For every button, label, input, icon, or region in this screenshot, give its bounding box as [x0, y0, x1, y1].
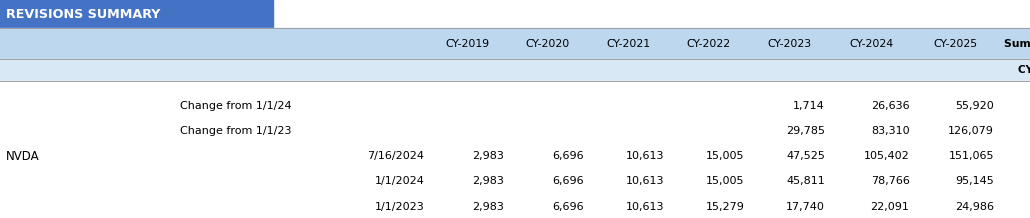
Text: CY-2021: CY-2021 — [607, 39, 650, 49]
Text: 95,145: 95,145 — [955, 177, 994, 186]
Text: 47,525: 47,525 — [786, 152, 825, 161]
Bar — [0, 28, 1030, 59]
Text: 2,983: 2,983 — [472, 152, 504, 161]
Bar — [0, 59, 1030, 81]
Text: 6,696: 6,696 — [552, 177, 584, 186]
Text: 2,983: 2,983 — [472, 177, 504, 186]
Text: 26,636: 26,636 — [870, 101, 909, 111]
Text: 29,785: 29,785 — [786, 126, 825, 136]
Text: 15,279: 15,279 — [706, 202, 745, 211]
Text: Change from 1/1/24: Change from 1/1/24 — [180, 101, 291, 111]
Text: CY-2020: CY-2020 — [526, 39, 570, 49]
Text: 24,986: 24,986 — [955, 202, 994, 211]
Text: 55,920: 55,920 — [955, 101, 994, 111]
Bar — [0, 0, 273, 28]
Text: 45,811: 45,811 — [786, 177, 825, 186]
Text: Sum of Changes: Sum of Changes — [1004, 39, 1030, 49]
Text: 10,613: 10,613 — [626, 202, 664, 211]
Text: 10,613: 10,613 — [626, 177, 664, 186]
Text: 6,696: 6,696 — [552, 152, 584, 161]
Text: 1/1/2024: 1/1/2024 — [375, 177, 424, 186]
Text: 17,740: 17,740 — [786, 202, 825, 211]
Text: CY-2019: CY-2019 — [446, 39, 489, 49]
Text: CY-2024: CY-2024 — [850, 39, 893, 49]
Text: 15,005: 15,005 — [707, 177, 745, 186]
Text: 1,714: 1,714 — [793, 101, 825, 111]
Text: CY-2023: CY-2023 — [767, 39, 811, 49]
Text: CY-2025: CY-2025 — [934, 39, 977, 49]
Bar — [0, 81, 1030, 94]
Text: 78,766: 78,766 — [870, 177, 909, 186]
Text: 6,696: 6,696 — [552, 202, 584, 211]
Text: 10,613: 10,613 — [626, 152, 664, 161]
Text: 126,079: 126,079 — [948, 126, 994, 136]
Text: 105,402: 105,402 — [864, 152, 909, 161]
Text: 15,005: 15,005 — [707, 152, 745, 161]
Text: 22,091: 22,091 — [870, 202, 909, 211]
Text: Change from 1/1/23: Change from 1/1/23 — [180, 126, 291, 136]
Text: CY23 - CY25: CY23 - CY25 — [1019, 65, 1030, 75]
Text: 83,310: 83,310 — [870, 126, 909, 136]
Text: 1/1/2023: 1/1/2023 — [375, 202, 424, 211]
Text: 7/16/2024: 7/16/2024 — [368, 152, 424, 161]
Text: 151,065: 151,065 — [949, 152, 994, 161]
Text: CY-2022: CY-2022 — [687, 39, 730, 49]
Text: NVDA: NVDA — [6, 150, 40, 163]
Text: 2,983: 2,983 — [472, 202, 504, 211]
Text: REVISIONS SUMMARY: REVISIONS SUMMARY — [6, 8, 161, 21]
